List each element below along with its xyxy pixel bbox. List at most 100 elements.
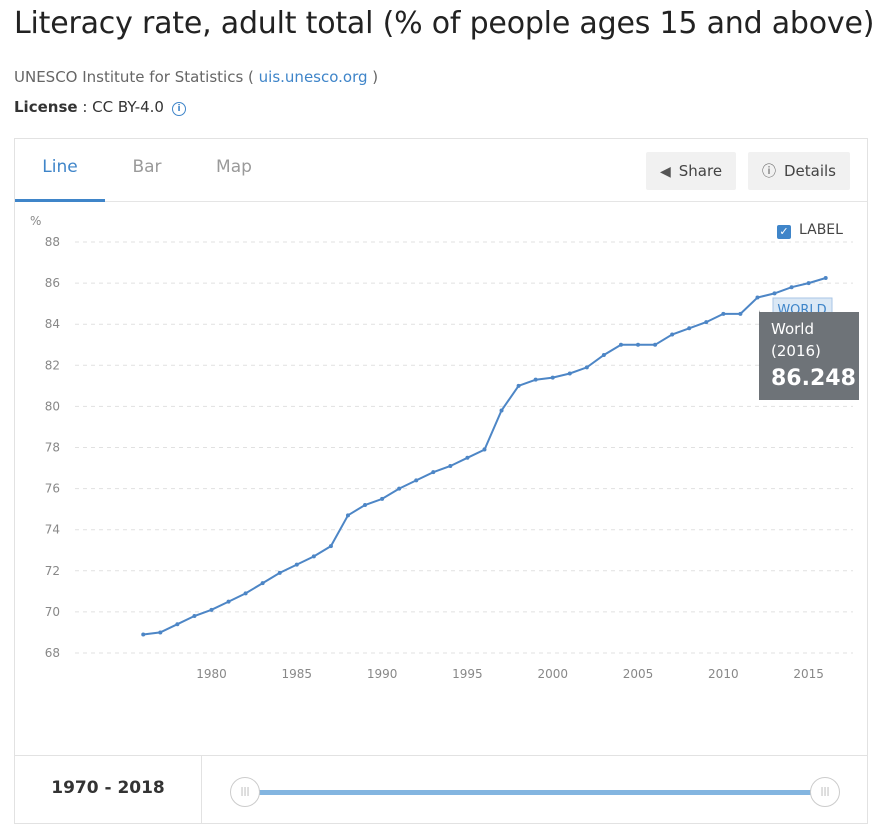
data-point: [687, 326, 692, 331]
data-point: [533, 377, 538, 382]
y-tick-label: 74: [45, 523, 60, 537]
y-axis-unit: %: [30, 214, 41, 228]
x-tick-label: 2010: [708, 667, 739, 681]
tooltip-year: (2016): [771, 342, 821, 360]
data-point: [448, 463, 453, 468]
data-point: [499, 408, 504, 413]
x-tick-label: 2000: [537, 667, 568, 681]
data-point: [414, 478, 419, 483]
license-label: License: [14, 98, 78, 116]
tooltip-value: 86.248: [771, 366, 856, 391]
y-tick-label: 76: [45, 482, 60, 496]
data-point: [226, 599, 231, 604]
details-button[interactable]: ⓘ Details: [748, 152, 851, 190]
share-label: Share: [678, 162, 723, 180]
tab-bar[interactable]: Bar: [132, 157, 162, 177]
data-point: [141, 632, 146, 637]
tooltip-box: [759, 312, 859, 400]
label-toggle[interactable]: ✓ LABEL: [777, 222, 843, 239]
license-line: License : CC BY-4.0 i: [14, 98, 186, 116]
data-point: [465, 455, 470, 460]
data-point: [260, 581, 265, 586]
data-point: [823, 276, 828, 281]
range-end-handle[interactable]: |||: [810, 777, 840, 807]
data-point: [192, 614, 197, 619]
chart-panel: Line Bar Map ◀ Share ⓘ Details ✓ LABEL 68 70…: [14, 138, 868, 824]
data-point: [431, 470, 436, 475]
y-tick-label: 80: [45, 399, 60, 413]
source-text: UNESCO Institute for Statistics (: [14, 68, 259, 86]
tooltip-series: World: [771, 320, 814, 338]
y-tick-label: 86: [45, 276, 60, 290]
data-point: [363, 503, 368, 508]
view-tabs: Line Bar Map ◀ Share ⓘ Details: [15, 139, 867, 202]
y-tick-label: 70: [45, 605, 60, 619]
y-tick-label: 88: [45, 235, 60, 249]
license-value: : CC BY-4.0: [77, 98, 164, 116]
data-point: [482, 447, 487, 452]
y-tick-label: 84: [45, 317, 60, 331]
data-point: [345, 513, 350, 518]
checkbox-icon[interactable]: ✓: [777, 225, 791, 239]
data-point: [311, 554, 316, 559]
y-tick-labels: 68 70 72 74 76 78 80 82 84 86 88: [45, 235, 60, 660]
data-point: [806, 281, 811, 286]
data-point: [755, 295, 760, 300]
data-point: [584, 365, 589, 370]
data-point: [721, 311, 726, 316]
data-point: [772, 291, 777, 296]
data-point: [380, 496, 385, 501]
y-tick-label: 68: [45, 646, 60, 660]
data-point: [670, 332, 675, 337]
data-point: [209, 607, 214, 612]
data-point: [516, 383, 521, 388]
y-tick-label: 82: [45, 358, 60, 372]
source-link[interactable]: uis.unesco.org: [258, 68, 368, 86]
share-button[interactable]: ◀ Share: [646, 152, 737, 190]
x-tick-label: 1995: [452, 667, 483, 681]
x-tick-label: 2015: [793, 667, 824, 681]
x-tick-label: 1990: [367, 667, 398, 681]
x-tick-label: 1985: [282, 667, 313, 681]
x-tick-label: 2005: [623, 667, 654, 681]
data-point: [328, 544, 333, 549]
range-track[interactable]: [243, 790, 823, 795]
data-point: [636, 342, 641, 347]
range-start-handle[interactable]: |||: [230, 777, 260, 807]
data-point: [789, 285, 794, 290]
page-title: Literacy rate, adult total (% of people …: [14, 6, 875, 41]
data-point: [397, 486, 402, 491]
info-icon[interactable]: i: [171, 102, 186, 116]
y-tick-label: 78: [45, 441, 60, 455]
tooltip: WORLD World (2016) 86.248: [759, 297, 859, 400]
source-suffix: ): [367, 68, 379, 86]
x-tick-label: 1980: [196, 667, 227, 681]
data-point: [294, 562, 299, 567]
line-chart: 68 70 72 74 76 78 80 82 84 86 88 1980 1985 1990 1995 2…: [30, 214, 859, 681]
data-point: [704, 320, 709, 325]
tab-map[interactable]: Map: [216, 157, 252, 177]
y-tick-label: 72: [45, 564, 60, 578]
series-line-world: [143, 277, 826, 636]
data-point: [618, 342, 623, 347]
year-range-label: 1970 - 2018: [15, 756, 202, 824]
data-point: [738, 311, 743, 316]
share-icon: ◀: [660, 164, 671, 180]
grid-lines: [75, 241, 853, 654]
data-point: [567, 371, 572, 376]
data-point: [175, 622, 180, 627]
data-point: [243, 591, 248, 596]
info-circle-icon: ⓘ: [762, 164, 776, 180]
tab-line[interactable]: Line: [15, 139, 105, 202]
data-point: [550, 375, 555, 380]
data-point: [653, 342, 658, 347]
details-label: Details: [784, 162, 837, 180]
series-points: [141, 276, 828, 637]
data-point: [601, 353, 606, 358]
source-line: UNESCO Institute for Statistics ( uis.un…: [14, 68, 378, 86]
label-toggle-text: LABEL: [799, 222, 843, 238]
data-point: [158, 630, 163, 635]
x-tick-labels: 1980 1985 1990 1995 2000 2005 2010 2015: [196, 667, 824, 681]
range-footer: 1970 - 2018 ||| |||: [15, 755, 867, 824]
data-point: [277, 570, 282, 575]
